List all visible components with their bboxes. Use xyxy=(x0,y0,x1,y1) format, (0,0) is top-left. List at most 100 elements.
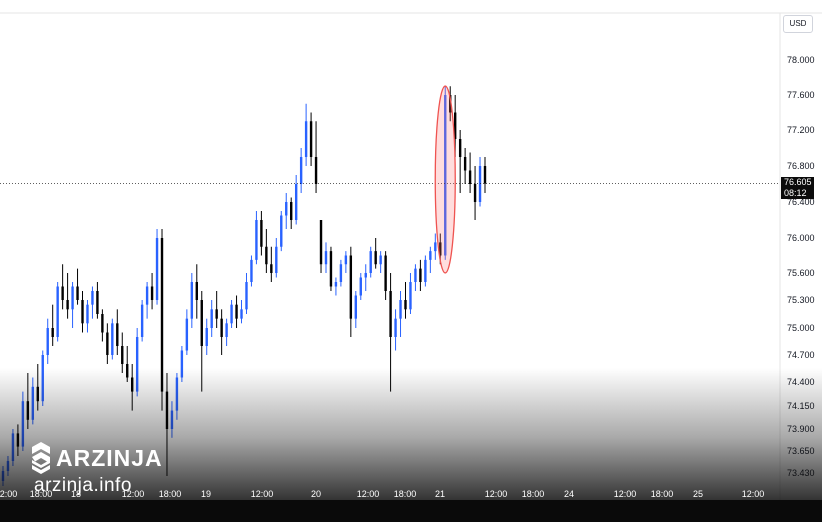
candle-body xyxy=(314,157,318,184)
candle-body xyxy=(46,328,49,355)
candle-body xyxy=(349,255,353,319)
price-tick-label: 77.600 xyxy=(787,90,815,100)
time-tick-label: 12:00 xyxy=(742,489,765,499)
candle-body xyxy=(319,220,323,265)
bottom-band xyxy=(0,500,822,522)
candle-body xyxy=(140,304,144,337)
candle-body xyxy=(260,220,263,247)
candle-body xyxy=(449,95,452,113)
candle-body xyxy=(334,282,338,287)
candle-body xyxy=(76,286,79,300)
highlight-ellipse xyxy=(434,85,456,274)
candle-countdown: 08:12 xyxy=(784,188,807,198)
candle-body xyxy=(290,202,293,220)
price-tick-label: 76.400 xyxy=(787,197,815,207)
candle-body xyxy=(250,259,253,282)
candle-body xyxy=(51,328,54,337)
candle-body xyxy=(344,255,348,265)
candle-body xyxy=(285,202,288,216)
candle-body xyxy=(225,323,228,337)
candle-body xyxy=(424,259,427,282)
candle-body xyxy=(339,264,343,282)
candle-body xyxy=(409,282,412,310)
candle-body xyxy=(111,323,114,355)
candle-body xyxy=(374,251,377,265)
candle-body xyxy=(265,246,268,265)
candle-body xyxy=(364,273,367,278)
candle-body xyxy=(329,251,333,287)
candle-body xyxy=(121,346,124,364)
price-tick-label: 75.600 xyxy=(787,268,815,278)
current-price-tag: 76.605 08:12 xyxy=(781,177,814,199)
watermark-brand: ARZINJA xyxy=(56,444,163,471)
candle-body xyxy=(205,328,208,346)
time-tick-label: 18:00 xyxy=(159,489,182,499)
candle-body xyxy=(66,300,69,310)
candle-body xyxy=(468,170,472,184)
current-price-value: 76.605 xyxy=(784,177,812,187)
candle-body xyxy=(473,184,477,202)
time-tick-label: 12:00 xyxy=(485,489,508,499)
time-tick-label: 12:00 xyxy=(122,489,145,499)
candle-body xyxy=(180,350,184,378)
time-tick-label: 12:00 xyxy=(614,489,637,499)
time-tick-label: 21 xyxy=(435,489,445,499)
candle-body xyxy=(116,323,119,346)
time-tick-label: 12:00 xyxy=(0,489,17,499)
candle-body xyxy=(458,139,462,157)
candle-body xyxy=(369,251,372,273)
time-tick-label: 19 xyxy=(201,489,211,499)
candle-body xyxy=(61,286,64,300)
candle-body xyxy=(81,300,84,324)
time-tick-label: 18:00 xyxy=(394,489,417,499)
candle-body xyxy=(185,318,189,351)
candle-body xyxy=(200,300,203,346)
candle-body xyxy=(483,166,487,184)
candle-body xyxy=(304,121,308,157)
price-tick-label: 76.800 xyxy=(787,161,815,171)
candle-body xyxy=(145,286,149,305)
candle-body xyxy=(270,264,273,273)
candle-body xyxy=(294,184,298,220)
price-tick-label: 74.700 xyxy=(787,350,815,360)
candle-body xyxy=(463,157,467,171)
candle-body xyxy=(150,286,154,300)
candle-body xyxy=(389,291,392,337)
time-tick-label: 18:00 xyxy=(651,489,674,499)
time-tick-label: 18:00 xyxy=(30,489,53,499)
candle-body xyxy=(240,309,243,319)
candle-body xyxy=(190,282,194,319)
currency-selector[interactable]: USD xyxy=(783,15,813,33)
candle-body xyxy=(444,95,447,256)
time-tick-label: 18:00 xyxy=(522,489,545,499)
candle-body xyxy=(359,277,362,296)
candle-body xyxy=(56,286,59,337)
time-tick-label: 20 xyxy=(311,489,321,499)
candle-body xyxy=(195,282,198,300)
watermark-site: arzinja.info xyxy=(34,475,132,496)
arzinja-logo-icon xyxy=(32,442,50,474)
price-tick-label: 75.000 xyxy=(787,323,815,333)
candle-body xyxy=(91,291,94,305)
candle-body xyxy=(255,220,258,260)
candle-body xyxy=(280,215,283,247)
candle-body xyxy=(309,121,313,157)
candle-body xyxy=(419,268,422,282)
candle-body xyxy=(155,238,159,300)
candle-body xyxy=(478,166,482,202)
candle-body xyxy=(354,295,358,319)
time-tick-label: 12:00 xyxy=(357,489,380,499)
candle-body xyxy=(399,300,402,319)
candle-body xyxy=(86,304,89,324)
price-tick-label: 77.200 xyxy=(787,125,815,135)
candle-body xyxy=(245,282,248,310)
candle-body xyxy=(394,318,397,337)
bottom-fade-overlay xyxy=(0,368,822,522)
candle-body xyxy=(230,304,233,324)
time-tick-label: 25 xyxy=(693,489,703,499)
candle-body xyxy=(434,242,437,252)
candle-body xyxy=(404,300,407,310)
candle-body xyxy=(135,337,139,392)
